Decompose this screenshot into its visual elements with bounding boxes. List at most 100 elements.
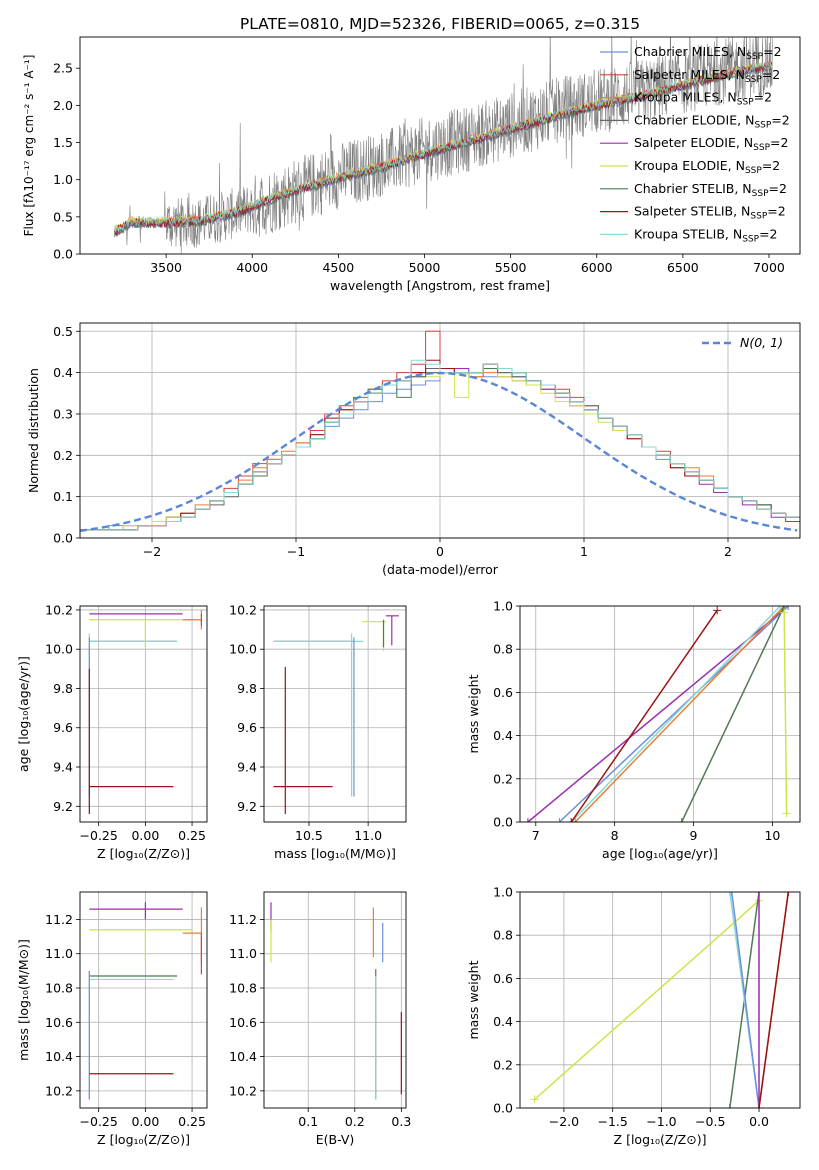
x-tick-label: 10.5 bbox=[295, 828, 323, 843]
plot-area bbox=[530, 892, 793, 1108]
y-tick-label: 0.2 bbox=[493, 771, 513, 786]
weight-marker bbox=[713, 606, 722, 615]
axes-frame bbox=[79, 36, 801, 255]
plot-area bbox=[80, 330, 800, 538]
x-tick-label: 0.00 bbox=[131, 828, 159, 843]
plot-area bbox=[273, 615, 399, 815]
y-tick-label: 10.6 bbox=[229, 1015, 257, 1030]
y-tick-label: 9.6 bbox=[53, 720, 73, 735]
weight-marker bbox=[784, 606, 793, 610]
weight-marker bbox=[523, 818, 532, 822]
model-spectrum-line-9 bbox=[114, 62, 773, 232]
x-tick-label: 8 bbox=[611, 828, 619, 843]
axes-frame bbox=[79, 605, 208, 823]
plot-area bbox=[270, 902, 402, 1100]
x-tick-label: 1 bbox=[580, 544, 588, 559]
x-tick-label: 0.3 bbox=[391, 1114, 411, 1129]
y-tick-label: 0.0 bbox=[53, 247, 73, 262]
y-axis-label: mass weight bbox=[466, 674, 481, 753]
y-tick-label: 0.8 bbox=[493, 928, 513, 943]
y-tick-label: 1.0 bbox=[53, 172, 73, 187]
y-tick-label: 0.1 bbox=[53, 489, 73, 504]
y-tick-label: 10.2 bbox=[45, 602, 73, 617]
x-tick-label: 6500 bbox=[667, 260, 699, 275]
y-tick-label: 11.2 bbox=[229, 912, 257, 927]
y-tick-label: 10.2 bbox=[229, 1083, 257, 1098]
x-tick-label: −0.5 bbox=[695, 1114, 725, 1129]
x-tick-label: 0.00 bbox=[131, 1114, 159, 1129]
x-tick-label: 4500 bbox=[322, 260, 354, 275]
weight-marker bbox=[567, 818, 576, 822]
x-axis-label: mass [log₁₀(M/M⊙)] bbox=[274, 846, 396, 861]
x-tick-label: 5500 bbox=[495, 260, 527, 275]
weight-marker bbox=[755, 892, 764, 896]
y-axis-label: Normed distribution bbox=[26, 368, 41, 493]
figure-title: PLATE=0810, MJD=52326, FIBERID=0065, z=0… bbox=[240, 15, 640, 33]
weight-line-5 bbox=[570, 609, 718, 822]
x-tick-label: −1.0 bbox=[646, 1114, 676, 1129]
x-tick-label: 5000 bbox=[409, 260, 441, 275]
x-axis-label: Z [log₁₀(Z/Z⊙)] bbox=[97, 1132, 190, 1147]
x-tick-label: 7000 bbox=[753, 260, 785, 275]
weight-line-7 bbox=[758, 892, 790, 1108]
x-axis-label: Z [log₁₀(Z/Z⊙)] bbox=[614, 1132, 707, 1147]
y-axis-label: mass [log₁₀(M/M⊙)] bbox=[16, 939, 31, 1061]
x-tick-label: −2.0 bbox=[549, 1114, 579, 1129]
legend-label: Chabrier ELODIE, NSSP=2 bbox=[634, 112, 790, 130]
plot-area bbox=[523, 606, 793, 822]
legend-label: Salpeter STELIB, NSSP=2 bbox=[634, 204, 786, 222]
weight-marker bbox=[784, 892, 793, 896]
x-tick-label: 0.1 bbox=[298, 1114, 318, 1129]
plot-area bbox=[114, 37, 773, 254]
x-axis-label: age [log₁₀(age/yr)] bbox=[602, 846, 718, 861]
x-tick-label: 0.2 bbox=[345, 1114, 365, 1129]
legend-label: Salpeter ELODIE, NSSP=2 bbox=[634, 135, 788, 153]
y-tick-label: 10.6 bbox=[45, 1015, 73, 1030]
weight-marker bbox=[776, 606, 785, 610]
x-tick-label: 0.0 bbox=[749, 1114, 769, 1129]
y-tick-label: 9.4 bbox=[53, 760, 73, 775]
weight-marker bbox=[782, 809, 791, 818]
x-axis-label: wavelength [Angstrom, rest frame] bbox=[330, 278, 550, 293]
y-tick-label: 2.0 bbox=[53, 98, 73, 113]
axes-frame bbox=[79, 891, 208, 1109]
x-tick-label: −1 bbox=[287, 544, 305, 559]
mass-vs-extinction-panel: 0.1 0.2 0.3 10.2 10.4 10.6 10.8 11.0 11.2 E(B-V) bbox=[229, 891, 411, 1147]
plot-area bbox=[88, 609, 202, 815]
y-tick-label: 0.6 bbox=[493, 685, 513, 700]
x-tick-label: 7 bbox=[532, 828, 540, 843]
gaussian-reference-curve bbox=[80, 371, 798, 532]
weight-marker bbox=[530, 1095, 539, 1104]
y-tick-label: 10.4 bbox=[45, 1049, 73, 1064]
x-tick-label: 3500 bbox=[150, 260, 182, 275]
y-axis-label: Flux [fλ10⁻¹⁷ erg cm⁻² s⁻¹ A⁻¹] bbox=[22, 55, 36, 237]
y-tick-label: 0.0 bbox=[53, 531, 73, 546]
weight-marker bbox=[780, 608, 789, 617]
massweight-vs-metallicity-panel: −2.0 −1.5 −1.0 −0.5 0.0 0.0 0.2 0.4 0.6 0.8 1.0 Z [… bbox=[466, 885, 801, 1147]
y-tick-label: 9.8 bbox=[237, 681, 257, 696]
legend-label: N(0, 1) bbox=[740, 335, 783, 350]
y-tick-label: 10.2 bbox=[45, 1083, 73, 1098]
y-tick-label: 0.2 bbox=[53, 448, 73, 463]
y-tick-label: 9.6 bbox=[237, 720, 257, 735]
legend-label: Kroupa STELIB, NSSP=2 bbox=[634, 226, 778, 244]
spectrum-panel: 3500 4000 4500 5000 5500 6000 6500 7000 0.0 0.5 1.… bbox=[22, 36, 801, 293]
y-tick-label: 11.0 bbox=[229, 946, 257, 961]
y-tick-label: 0.0 bbox=[493, 1101, 513, 1116]
x-tick-label: −2 bbox=[143, 544, 161, 559]
x-tick-label: −1.5 bbox=[598, 1114, 628, 1129]
y-tick-label: 9.2 bbox=[53, 799, 73, 814]
y-tick-label: 0.5 bbox=[53, 209, 73, 224]
weight-line-7 bbox=[783, 612, 788, 814]
y-tick-label: 0.3 bbox=[53, 406, 73, 421]
x-tick-label: 4000 bbox=[236, 260, 268, 275]
axes-frame bbox=[519, 605, 801, 823]
x-tick-label: 0.25 bbox=[178, 1114, 206, 1129]
x-tick-label: 10 bbox=[764, 828, 780, 843]
plot-area bbox=[88, 902, 202, 1100]
y-tick-label: 1.0 bbox=[493, 885, 513, 900]
x-tick-label: 0.25 bbox=[178, 828, 206, 843]
y-tick-label: 10.8 bbox=[229, 981, 257, 996]
y-tick-label: 10.0 bbox=[45, 642, 73, 657]
